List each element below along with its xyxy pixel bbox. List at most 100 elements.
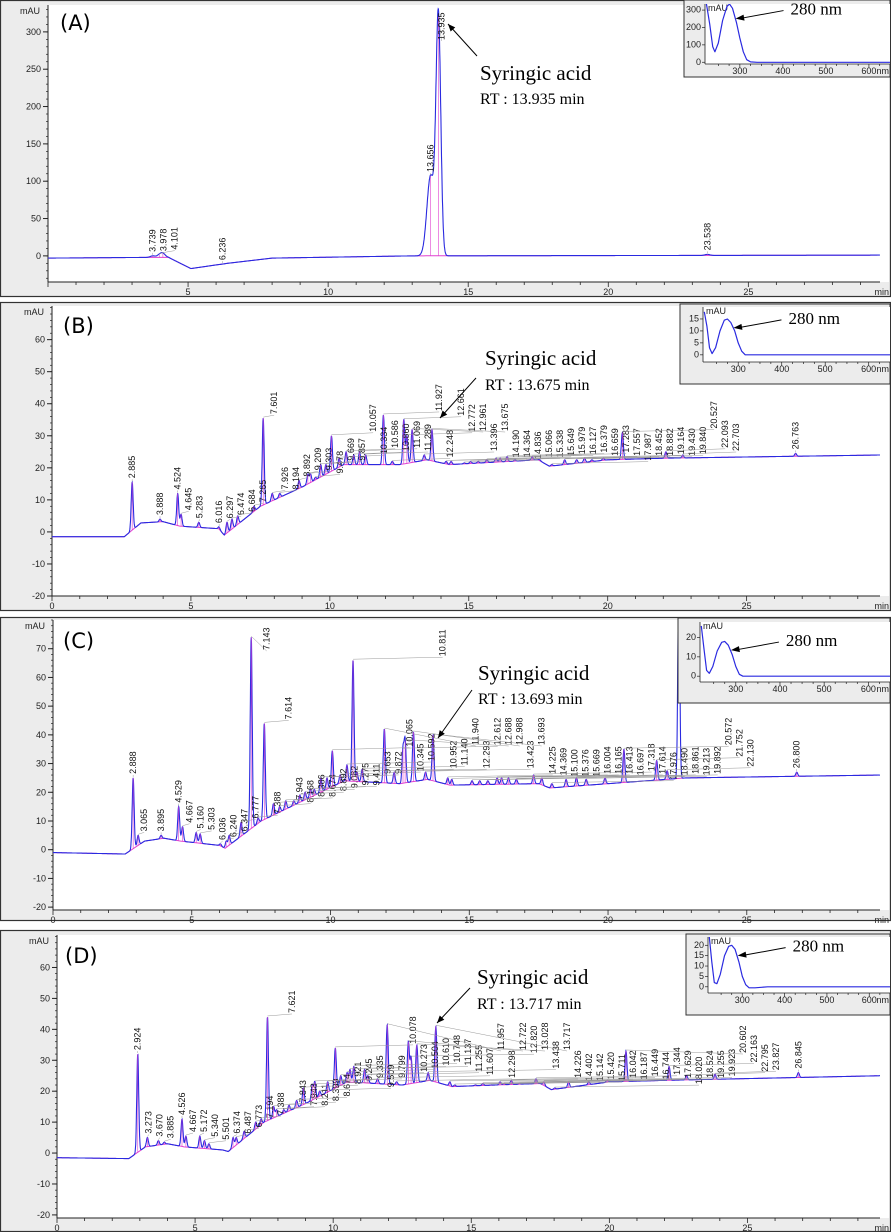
peak-label: 4.667	[185, 800, 195, 823]
peak-label: 2.885	[127, 456, 137, 479]
peak-label-leader	[307, 470, 319, 474]
peak-label: 6.347	[240, 809, 250, 832]
peak-label-leader	[273, 1103, 304, 1106]
peak-label: 9.509	[386, 1065, 396, 1088]
peak-label: 11.940	[471, 718, 481, 745]
peak-label-leader	[511, 1077, 656, 1080]
peak-label-leader	[350, 1066, 447, 1069]
y-tick-label: 50	[31, 214, 41, 224]
peak-label: 3.895	[156, 809, 166, 832]
peak-label-leader	[428, 1069, 557, 1072]
peak-label-leader	[279, 490, 297, 493]
peak-label-leader	[412, 428, 484, 433]
peak-label-leader	[326, 774, 399, 778]
peak-label-leader	[331, 432, 374, 436]
peak-label: 14.225	[548, 746, 558, 774]
peak-label: 16.127	[588, 427, 598, 455]
peak-label-leader	[406, 432, 473, 436]
peak-label: 12.612	[493, 718, 503, 746]
peak-label-leader	[402, 745, 498, 749]
peak-label-leader	[603, 454, 704, 458]
peak-label-leader	[237, 512, 253, 516]
peak-label-leader	[279, 803, 311, 806]
wavelength-arrow	[739, 10, 784, 20]
peak-label-leader	[416, 1043, 546, 1052]
peak-label: 22.130	[746, 739, 756, 767]
x-tick-label: 15	[463, 287, 473, 297]
peak-label: 17.283	[621, 425, 631, 453]
y-tick-label: 50	[40, 993, 50, 1003]
x-tick-label: 0	[54, 1223, 59, 1232]
arrow-head-icon	[730, 646, 740, 653]
y-tick-label: 20	[35, 463, 45, 473]
peak-label: 6.016	[214, 501, 224, 524]
peak-label: 10.345	[416, 744, 426, 772]
peak-label: 13.396	[489, 423, 499, 451]
wavelength-arrow	[734, 641, 780, 651]
inset-y-tick-label: 20	[686, 632, 696, 642]
peak-label: 7.143	[262, 627, 272, 650]
peak-label: 15.066	[544, 430, 554, 458]
peak-label-leader	[464, 459, 539, 463]
peak-label-leader	[346, 448, 396, 452]
peak-label: 16.449	[650, 1049, 660, 1077]
inset-y-tick-label: 300	[686, 5, 701, 15]
peak-label-leader	[299, 477, 308, 480]
inset-y-tick-label: 15	[689, 313, 699, 323]
peak-label-leader	[251, 636, 267, 652]
y-tick-label: 60	[35, 335, 45, 345]
peak-label: 11.140	[460, 738, 470, 765]
peak-label-leader	[353, 451, 407, 455]
peak-label-leader	[319, 1087, 392, 1091]
peak-label: 17.318	[647, 744, 657, 772]
peak-label: 15.649	[566, 428, 576, 456]
inset-plot-area	[708, 937, 890, 993]
peak-label: 19.213	[702, 748, 712, 776]
x-tick-label: 20	[603, 287, 613, 297]
x-tick-label: 10	[326, 915, 336, 925]
peak-label-leader	[424, 451, 495, 455]
peak-label-leader	[576, 456, 671, 460]
peak-label: 7.621	[287, 990, 297, 1013]
chromatogram-panel-a: 0 50 100 150 200 250 300 5 10 15 20 25 mAU min 3.739 3.…	[0, 0, 891, 298]
inset-x-tick-label: 400	[774, 364, 789, 374]
chromatogram-trace	[57, 1017, 880, 1160]
peak-label: 18.020	[694, 1057, 704, 1085]
peak-label: 19.923	[727, 1049, 737, 1077]
uv-spectrum-trace	[703, 311, 890, 356]
peak-label: 8.674	[328, 774, 338, 797]
x-tick-label: 5	[186, 287, 191, 297]
peak-label: 23.827	[771, 1043, 781, 1071]
compound-annotation: Syringic acid	[480, 61, 592, 85]
peak-label: 19.840	[698, 427, 708, 455]
peak-label: 5.501	[221, 1117, 231, 1140]
peak-label-leader	[200, 830, 212, 834]
peak-label-leader	[447, 774, 553, 778]
inset-y-tick-label: 0	[694, 349, 699, 359]
peak-label-leader	[383, 411, 440, 415]
peak-label: 7.194	[265, 1096, 275, 1119]
peak-label-leader	[586, 776, 707, 779]
peak-label-leader	[353, 1063, 458, 1066]
peak-label: 14.226	[573, 1050, 583, 1078]
peak-label: 3.739	[148, 229, 158, 252]
peak-label: 10.057	[368, 404, 378, 432]
peak-label: 17.629	[683, 1050, 693, 1078]
inset-y-unit: mAU	[711, 936, 731, 946]
compound-annotation: Syringic acid	[478, 661, 590, 685]
inset-y-tick-label: 0	[699, 981, 704, 991]
x-axis-unit: min	[874, 915, 889, 925]
y-tick-label: -10	[33, 873, 46, 883]
y-axis-unit: mAU	[24, 307, 44, 317]
peak-label-leader	[656, 757, 740, 760]
peak-label: 8.211	[320, 1084, 330, 1106]
peak-label-leader	[258, 814, 278, 818]
inset-y-tick-label: 10	[694, 961, 704, 971]
peak-label: 10.860	[401, 423, 411, 451]
peak-label-leader	[267, 1013, 293, 1017]
x-tick-label: 25	[742, 601, 752, 611]
peak-label: 10.592	[427, 733, 437, 761]
panel-label: (A)	[60, 11, 91, 35]
peak-label-leader	[273, 800, 300, 804]
peak-label-leader	[591, 456, 693, 460]
